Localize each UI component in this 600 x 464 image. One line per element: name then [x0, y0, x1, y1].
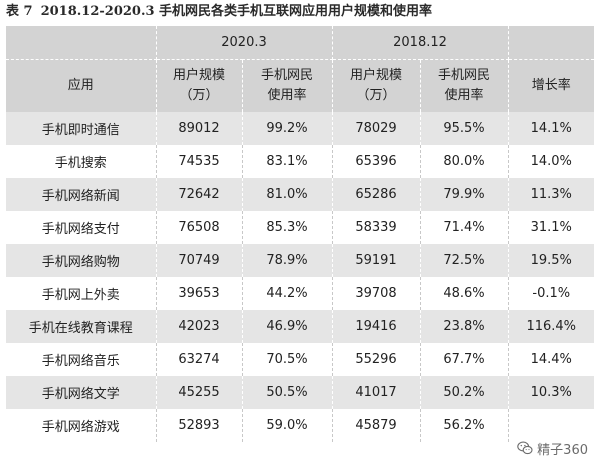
- cell-rate-2020: 46.9%: [242, 310, 333, 343]
- cell-rate-2020: 59.0%: [242, 409, 333, 442]
- cell-rate-2018: 95.5%: [420, 112, 509, 145]
- column-header-users-2018: 用户规模 （万）: [332, 59, 421, 112]
- table-caption: 表 7 2018.12-2020.3 手机网民各类手机互联网应用用户规模和使用率: [6, 3, 432, 21]
- cell-users-2020: 63274: [156, 343, 243, 376]
- cell-growth: 10.3%: [508, 376, 595, 409]
- table-row: 手机网络游戏 52893 59.0% 45879 56.2%: [6, 409, 595, 442]
- cell-users-2018: 78029: [332, 112, 421, 145]
- caption-title: 2018.12-2020.3 手机网民各类手机互联网应用用户规模和使用率: [40, 4, 433, 19]
- cell-growth: 11.3%: [508, 178, 595, 211]
- header-group-2020-3: 2020.3: [156, 26, 333, 60]
- cell-growth: [508, 409, 595, 442]
- cell-rate-2018: 23.8%: [420, 310, 509, 343]
- table-row: 手机即时通信 89012 99.2% 78029 95.5% 14.1%: [6, 112, 595, 145]
- watermark-text: 精子360: [537, 442, 588, 458]
- cell-users-2018: 19416: [332, 310, 421, 343]
- cell-users-2020: 45255: [156, 376, 243, 409]
- cell-users-2020: 52893: [156, 409, 243, 442]
- cell-rate-2020: 50.5%: [242, 376, 333, 409]
- cell-users-2020: 74535: [156, 145, 243, 178]
- table-body: 手机即时通信 89012 99.2% 78029 95.5% 14.1% 手机搜索 74535…: [6, 112, 595, 442]
- cell-rate-2020: 70.5%: [242, 343, 333, 376]
- cell-app: 手机网络文学: [6, 376, 157, 409]
- table-row: 手机搜索 74535 83.1% 65396 80.0% 14.0%: [6, 145, 595, 178]
- cell-users-2018: 59191: [332, 244, 421, 277]
- cell-growth: 14.1%: [508, 112, 595, 145]
- cell-app: 手机搜索: [6, 145, 157, 178]
- watermark: 精子360: [517, 438, 588, 458]
- table-row: 手机网络支付 76508 85.3% 58339 71.4% 31.1%: [6, 211, 595, 244]
- cell-users-2020: 76508: [156, 211, 243, 244]
- cell-users-2018: 58339: [332, 211, 421, 244]
- column-header-users-2020: 用户规模 （万）: [156, 59, 243, 112]
- cell-growth: 14.0%: [508, 145, 595, 178]
- column-header-rate-2020: 手机网民 使用率: [242, 59, 333, 112]
- cell-growth: 14.4%: [508, 343, 595, 376]
- cell-users-2018: 39708: [332, 277, 421, 310]
- cell-users-2020: 42023: [156, 310, 243, 343]
- cell-rate-2018: 67.7%: [420, 343, 509, 376]
- cell-growth: -0.1%: [508, 277, 595, 310]
- user-scale-table: 2020.3 2018.12 应用 用户规模 （万） 手机网民 使用率 用户规模 （万…: [6, 26, 595, 442]
- header-blank-growth: [508, 26, 595, 60]
- cell-rate-2018: 48.6%: [420, 277, 509, 310]
- header-group-2018-12: 2018.12: [332, 26, 509, 60]
- table-row: 手机网络购物 70749 78.9% 59191 72.5% 19.5%: [6, 244, 595, 277]
- cell-rate-2020: 83.1%: [242, 145, 333, 178]
- cell-rate-2018: 56.2%: [420, 409, 509, 442]
- cell-rate-2018: 72.5%: [420, 244, 509, 277]
- cell-rate-2018: 80.0%: [420, 145, 509, 178]
- table-row: 手机网络新闻 72642 81.0% 65286 79.9% 11.3%: [6, 178, 595, 211]
- cell-app: 手机网络音乐: [6, 343, 157, 376]
- cell-rate-2020: 78.9%: [242, 244, 333, 277]
- cell-app: 手机网络新闻: [6, 178, 157, 211]
- cell-users-2020: 70749: [156, 244, 243, 277]
- wechat-icon: [517, 441, 533, 455]
- cell-app: 手机网络游戏: [6, 409, 157, 442]
- cell-app: 手机网络支付: [6, 211, 157, 244]
- cell-growth: 116.4%: [508, 310, 595, 343]
- column-header-rate-2018: 手机网民 使用率: [420, 59, 509, 112]
- cell-users-2020: 39653: [156, 277, 243, 310]
- column-header-growth: 增长率: [508, 59, 595, 112]
- table-row: 手机网上外卖 39653 44.2% 39708 48.6% -0.1%: [6, 277, 595, 310]
- caption-label: 表 7: [6, 4, 33, 19]
- cell-app: 手机网上外卖: [6, 277, 157, 310]
- cell-growth: 19.5%: [508, 244, 595, 277]
- cell-rate-2020: 85.3%: [242, 211, 333, 244]
- cell-users-2018: 55296: [332, 343, 421, 376]
- cell-rate-2018: 50.2%: [420, 376, 509, 409]
- cell-users-2018: 65396: [332, 145, 421, 178]
- cell-users-2018: 41017: [332, 376, 421, 409]
- table-row: 手机网络音乐 63274 70.5% 55296 67.7% 14.4%: [6, 343, 595, 376]
- cell-growth: 31.1%: [508, 211, 595, 244]
- cell-users-2020: 72642: [156, 178, 243, 211]
- cell-rate-2020: 44.2%: [242, 277, 333, 310]
- table-row: 手机网络文学 45255 50.5% 41017 50.2% 10.3%: [6, 376, 595, 409]
- column-header-app: 应用: [6, 59, 157, 112]
- cell-rate-2018: 79.9%: [420, 178, 509, 211]
- cell-rate-2020: 81.0%: [242, 178, 333, 211]
- cell-users-2018: 65286: [332, 178, 421, 211]
- header-blank-app: [6, 26, 157, 60]
- header-group-row: 2020.3 2018.12: [6, 26, 595, 60]
- cell-app: 手机在线教育课程: [6, 310, 157, 343]
- header-column-row: 应用 用户规模 （万） 手机网民 使用率 用户规模 （万） 手机网民 使用率 增长率: [6, 59, 595, 112]
- cell-rate-2020: 99.2%: [242, 112, 333, 145]
- cell-users-2020: 89012: [156, 112, 243, 145]
- cell-rate-2018: 71.4%: [420, 211, 509, 244]
- cell-app: 手机网络购物: [6, 244, 157, 277]
- cell-users-2018: 45879: [332, 409, 421, 442]
- table-row: 手机在线教育课程 42023 46.9% 19416 23.8% 116.4%: [6, 310, 595, 343]
- cell-app: 手机即时通信: [6, 112, 157, 145]
